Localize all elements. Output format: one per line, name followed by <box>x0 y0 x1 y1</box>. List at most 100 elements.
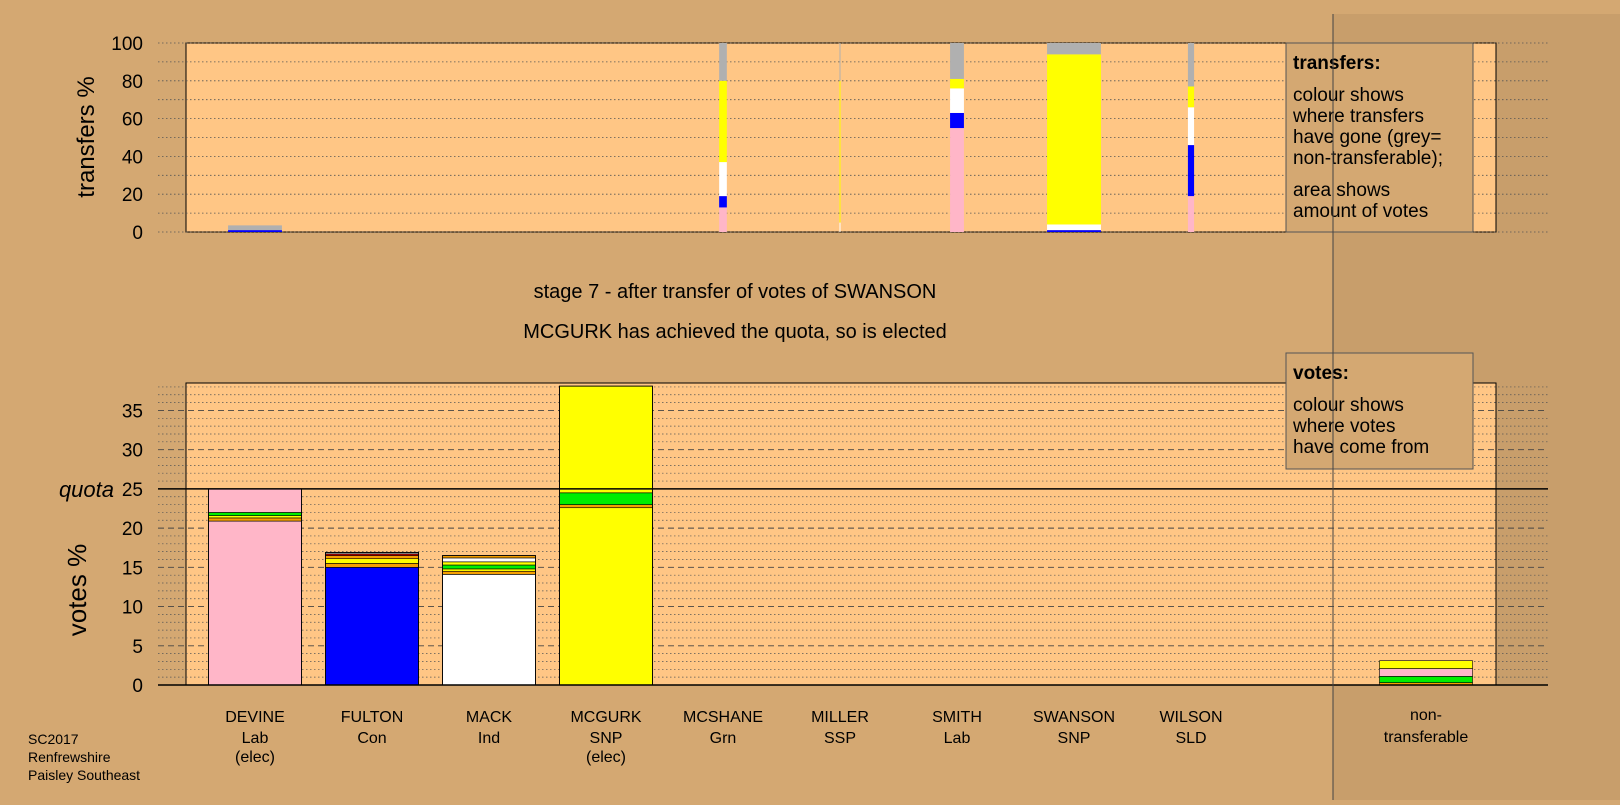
vote-segment-snp <box>559 507 653 686</box>
votes-tick-label: 0 <box>132 676 143 697</box>
transfer-segment-nontransferable <box>1047 43 1101 55</box>
votes-legend: votes: colour shows where votes have com… <box>1285 352 1474 470</box>
vote-segment-sld <box>325 563 419 568</box>
vote-segment-snp <box>442 568 536 572</box>
votes-tick-label: 30 <box>122 441 143 462</box>
vote-segment-snp <box>325 558 419 564</box>
candidate-name: MCGURK <box>570 709 641 726</box>
vote-segment-grn <box>208 512 302 516</box>
transfer-segment-snp <box>1047 54 1101 225</box>
transfers-legend-line: colour shows <box>1293 85 1404 106</box>
transfer-segment-snp <box>1187 86 1195 108</box>
transfers-bars <box>228 43 1195 232</box>
candidate-elected-note: (elec) <box>235 749 275 766</box>
transfer-segment-ind <box>719 162 727 197</box>
votes-tick-label: 5 <box>132 637 143 658</box>
transfers-legend-line: non-transferable); <box>1293 148 1443 169</box>
transfers-y-ticks: 0 20 40 60 80 100 <box>111 34 143 244</box>
votes-tick-label: 10 <box>122 598 143 619</box>
transfer-segment-ind <box>1187 107 1195 146</box>
vote-segment-lab <box>208 520 302 686</box>
candidate-name: WILSON <box>1159 709 1222 726</box>
transfer-segment-con <box>1047 230 1101 232</box>
transfer-segment-con <box>228 230 282 232</box>
vote-segment-ind <box>442 574 536 686</box>
candidate-party: SNP <box>1058 730 1091 747</box>
transfer-segment-con <box>719 196 727 208</box>
candidate-name: SMITH <box>932 709 982 726</box>
candidate-party: Lab <box>242 730 269 747</box>
votes-legend-box <box>1285 352 1474 470</box>
nontransferable-label: transferable <box>1384 729 1469 746</box>
transfer-segment-lab <box>1187 196 1195 232</box>
vote-segment-con <box>325 567 419 686</box>
votes-plot: 0 5 10 15 20 25 30 35 quota DEVINE Lab (elec) FULTO… <box>59 352 1548 766</box>
transfers-legend-line: amount of votes <box>1293 201 1428 222</box>
votes-legend-line: have come from <box>1293 437 1429 458</box>
transfers-tick-label: 0 <box>132 223 143 244</box>
vote-segment-sld <box>208 517 302 522</box>
candidate-party: SSP <box>824 730 856 747</box>
transfer-segment-con <box>1187 145 1195 197</box>
candidate-name: MACK <box>466 709 513 726</box>
vote-segment-snp <box>559 385 653 494</box>
candidate-party: Lab <box>944 730 971 747</box>
transfers-tick-label: 60 <box>122 110 143 131</box>
nontransferable-segment-lab <box>1379 668 1473 677</box>
vote-segment-lab <box>208 488 302 513</box>
votes-legend-line: colour shows <box>1293 395 1404 416</box>
transfer-segment-nontransferable <box>1187 43 1195 87</box>
votes-y-axis-label: votes % <box>62 544 92 637</box>
transfers-legend: transfers: colour shows where transfers … <box>1285 42 1474 233</box>
vote-segment-grn <box>442 564 536 570</box>
votes-tick-label: 25 <box>122 480 143 501</box>
stage-subtitle: MCGURK has achieved the quota, so is ele… <box>523 321 947 343</box>
vote-segment-snp <box>208 515 302 519</box>
transfer-segment-ind <box>1047 224 1101 231</box>
vote-segment-sld <box>442 570 536 575</box>
candidate-party: Grn <box>710 730 737 747</box>
transfer-segment-nontransferable <box>950 43 964 79</box>
votes-tick-label: 35 <box>122 401 143 422</box>
quota-label: quota <box>59 477 114 502</box>
transfers-legend-line: have gone (grey= <box>1293 127 1441 148</box>
transfers-legend-line: where transfers <box>1292 106 1424 127</box>
transfer-segment-snp <box>839 80 841 223</box>
transfer-segment-snp <box>719 80 727 163</box>
votes-bars <box>158 385 1548 686</box>
candidate-name: SWANSON <box>1033 709 1115 726</box>
candidate-party: SNP <box>590 730 623 747</box>
vote-segment-sld <box>559 504 653 509</box>
transfer-segment-nontransferable <box>719 43 727 81</box>
votes-legend-title: votes: <box>1293 363 1349 384</box>
footer-council: Renfrewshire <box>28 749 111 765</box>
transfers-plot: 0 20 40 60 80 100 transfers % transfers: colo… <box>73 34 1548 244</box>
transfers-tick-label: 20 <box>122 185 143 206</box>
votes-tick-label: 15 <box>122 558 143 579</box>
nontransferable-segment-snp <box>1379 660 1473 669</box>
transfers-tick-label: 100 <box>111 34 143 55</box>
nontransferable-label: non- <box>1410 707 1442 724</box>
transfers-legend-box <box>1285 42 1474 233</box>
vote-segment-sld <box>325 555 419 560</box>
transfers-plot-area <box>185 42 1497 233</box>
candidate-party: SLD <box>1175 730 1206 747</box>
candidate-party: Con <box>357 730 386 747</box>
transfer-segment-ind <box>950 88 964 113</box>
vote-segment-snp <box>442 561 536 566</box>
transfer-segment-snp <box>950 78 964 89</box>
votes-tick-label: 20 <box>122 519 143 540</box>
candidate-labels: DEVINE Lab (elec) FULTON Con MACK Ind MCGURK SNP… <box>225 707 1468 766</box>
vote-segment-ind <box>442 557 536 563</box>
nontransferable-segment-grn <box>1379 676 1473 683</box>
stage-title: stage 7 - after transfer of votes of SWA… <box>534 281 937 303</box>
transfer-segment-lab <box>719 207 727 232</box>
candidate-name: MCSHANE <box>683 709 763 726</box>
footer-election: SC2017 <box>28 731 79 747</box>
candidate-name: MILLER <box>811 709 869 726</box>
transfers-legend-title: transfers: <box>1293 53 1381 74</box>
vote-segment-grn <box>559 492 653 505</box>
votes-legend-line: where votes <box>1292 416 1395 437</box>
